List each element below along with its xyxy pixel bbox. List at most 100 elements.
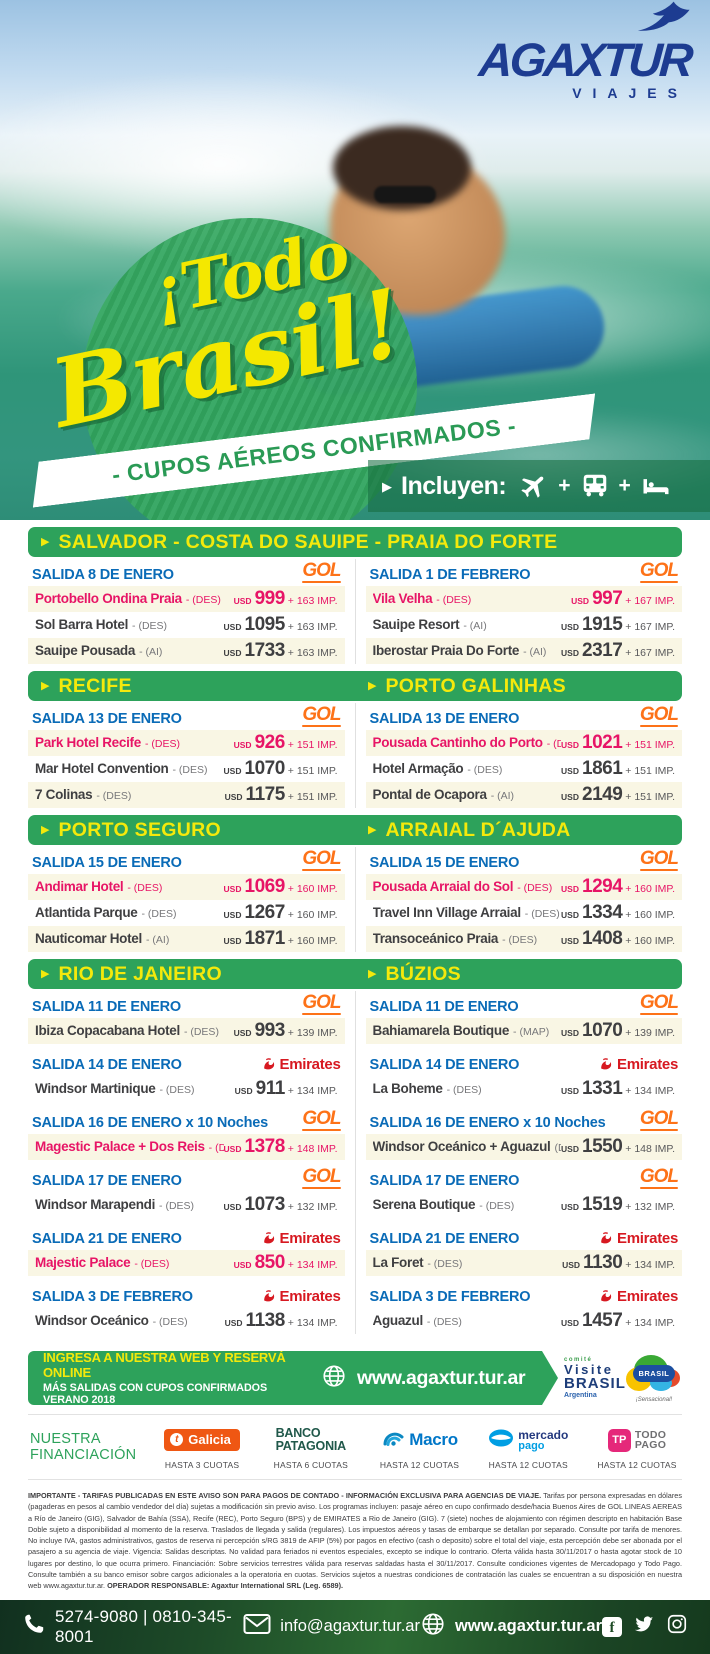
salida-label: SALIDA 14 DE ENERO bbox=[32, 1057, 182, 1073]
gol-logo-text: GOL bbox=[639, 848, 679, 869]
hotel-price: USD 1070 + 139 IMP. bbox=[561, 1020, 675, 1042]
hotel-name: Windsor Oceánico + Aguazul bbox=[372, 1139, 551, 1154]
price-tax: + 148 IMP. bbox=[625, 1143, 675, 1155]
salida-row: SALIDA 21 DE ENERO Emirates bbox=[366, 1223, 683, 1250]
emirates-logo: Emirates bbox=[263, 1230, 341, 1247]
hotel-name-wrap: Travel Inn Village Arraial - (DES) bbox=[373, 904, 560, 922]
salida-row: SALIDA 14 DE ENERO Emirates bbox=[28, 1049, 345, 1076]
footer-website: www.agaxtur.tur.ar bbox=[420, 1611, 602, 1642]
price-tax: + 160 IMP. bbox=[625, 909, 675, 921]
gol-logo-underline bbox=[302, 1187, 341, 1189]
departure-block: SALIDA 17 DE ENERO GOL Windsor Marapendi - … bbox=[28, 1165, 345, 1218]
gol-logo-text: GOL bbox=[302, 560, 341, 581]
price-tax: + 160 IMP. bbox=[287, 883, 338, 895]
currency-label: USD bbox=[223, 1202, 242, 1212]
price-tax: + 134 IMP. bbox=[625, 1317, 675, 1329]
price-amount: 1175 bbox=[245, 784, 286, 805]
departure-block: SALIDA 8 DE ENERO GOL Portobello Ondina Pr… bbox=[28, 559, 345, 664]
gol-logo: GOL bbox=[302, 1109, 342, 1131]
hotel-plan: - (DES) bbox=[208, 1142, 224, 1154]
hotel-name: Pousada Cantinho do Porto bbox=[372, 735, 544, 750]
hotel-row: Magestic Palace + Dos Reis- (DES)USD1378… bbox=[28, 1134, 345, 1160]
departure-block: SALIDA 15 DE ENERO GOL Andimar Hotel - (DES… bbox=[28, 847, 345, 952]
price-amount: 911 bbox=[255, 1078, 286, 1099]
price-amount: 1733 bbox=[244, 640, 286, 661]
hotel-name: Sol Barra Hotel bbox=[35, 617, 129, 632]
gol-logo: GOL bbox=[639, 992, 679, 1015]
salida-row: SALIDA 16 DE ENERO x 10 Noches GOL bbox=[28, 1107, 345, 1134]
hotel-name: Mar Hotel Convention bbox=[35, 761, 169, 776]
partner-banco-patagonia: BANCO PATAGONIA HASTA 6 CUOTAS bbox=[268, 1426, 354, 1470]
section-header-porto-seguro-arraial: ▶ PORTO SEGURO ▶ ARRAIAL D´AJUDA bbox=[28, 815, 682, 845]
gol-logo-text: GOL bbox=[639, 992, 679, 1013]
hotel-plan: - (MAP) bbox=[513, 1026, 550, 1038]
hotel-price: USD 1331 + 134 IMP. bbox=[561, 1078, 675, 1100]
hotel-name: 7 Colinas bbox=[35, 787, 93, 802]
facebook-icon[interactable]: f bbox=[602, 1616, 622, 1637]
hotel-plan: - (DES) bbox=[502, 934, 538, 946]
triangle-icon: ▶ bbox=[41, 967, 50, 980]
twitter-icon[interactable] bbox=[633, 1613, 655, 1640]
hotel-row: Aguazul - (DES) USD 1457 + 134 IMP. bbox=[366, 1308, 683, 1334]
hotel-price: USD 1294 + 160 IMP. bbox=[561, 876, 675, 898]
hotel-name: Bahiamarela Boutique bbox=[372, 1023, 510, 1038]
price-amount: 1070 bbox=[244, 758, 286, 779]
hotel-name-wrap: Pousada Arraial do Sol - (DES) bbox=[373, 878, 553, 896]
departure-block: SALIDA 21 DE ENERO Emirates La Foret - (DES… bbox=[365, 1223, 683, 1276]
footer-email-address[interactable]: info@agaxtur.tur.ar bbox=[280, 1617, 420, 1636]
hotel-name-wrap: Vila Velha - (DES) bbox=[373, 590, 472, 608]
visite-line2: Visite bbox=[564, 1362, 614, 1377]
price-amount: 1130 bbox=[583, 1252, 623, 1273]
departure-block: SALIDA 14 DE ENERO Emirates La Boheme - (DE… bbox=[366, 1049, 683, 1102]
salida-label: SALIDA 13 DE ENERO bbox=[369, 711, 520, 727]
bus-icon bbox=[580, 471, 610, 501]
photo-sunglasses bbox=[374, 186, 436, 203]
hotel-name-wrap: Andimar Hotel - (DES) bbox=[35, 878, 162, 896]
tp-line2: PAGO bbox=[634, 1439, 667, 1451]
section-columns: SALIDA 11 DE ENERO GOL Ibiza Copacabana Ho… bbox=[28, 991, 682, 1334]
hotel-name: Windsor Martinique bbox=[35, 1081, 156, 1096]
price-tax: + 134 IMP. bbox=[287, 1085, 338, 1097]
hotel-plan: - (AI) bbox=[490, 790, 515, 802]
hotel-plan: - (DES) bbox=[159, 1200, 195, 1212]
hotel-price: USD 997 + 167 IMP. bbox=[571, 588, 675, 610]
financing-bar: NUESTRA FINANCIACIÓN t Galicia HASTA 3 C… bbox=[28, 1414, 682, 1480]
section-header-cell: ▶ SALVADOR - COSTA DO SAUIPE - PRAIA DO F… bbox=[28, 531, 682, 554]
agaxtur-logo: AGAXTUR VIAJES bbox=[477, 1, 692, 101]
section-recife-porto-galinhas: ▶ RECIFE ▶ PORTO GALINHAS SALIDA 13 DE ENERO… bbox=[28, 671, 682, 808]
currency-label: USD bbox=[223, 648, 242, 658]
hotel-name: Transoceánico Praia bbox=[372, 931, 499, 946]
hotel-row: Portobello Ondina Praia - (DES) USD 999 + 16… bbox=[28, 586, 345, 612]
brasil-sensacional-logo: BRASIL ¡Sensacional! bbox=[625, 1355, 682, 1403]
section-header-salvador: ▶ SALVADOR - COSTA DO SAUIPE - PRAIA DO F… bbox=[28, 527, 682, 557]
gol-logo: GOL bbox=[302, 849, 342, 871]
hotel-name: Andimar Hotel bbox=[35, 879, 124, 894]
salida-row: SALIDA 16 DE ENERO x 10 Noches GOL bbox=[366, 1107, 683, 1134]
hotel-price: USD 1175 + 151 IMP. bbox=[225, 784, 338, 806]
hotel-name: Pousada Arraial do Sol bbox=[372, 879, 514, 894]
salida-label: SALIDA 13 DE ENERO bbox=[32, 711, 182, 727]
emirates-arabic-icon bbox=[601, 1232, 612, 1244]
currency-label: USD bbox=[561, 1028, 579, 1038]
hotel-plan: - (DES) bbox=[144, 738, 180, 750]
currency-label: USD bbox=[562, 1260, 581, 1270]
partner-mercado-pago: mercado pago HASTA 12 CUOTAS bbox=[485, 1426, 571, 1471]
hotel-plan: - (DES) bbox=[96, 790, 132, 802]
hotel-price: USD 911 + 134 IMP. bbox=[235, 1078, 338, 1100]
price-tax: + 132 IMP. bbox=[625, 1201, 675, 1213]
emirates-logo-text: Emirates bbox=[617, 1288, 678, 1305]
macro-arcs-icon bbox=[381, 1428, 405, 1453]
gol-logo-text: GOL bbox=[302, 704, 341, 725]
website-url-link[interactable]: www.agaxtur.tur.ar bbox=[357, 1366, 526, 1389]
plane-icon bbox=[519, 471, 549, 501]
footer-url[interactable]: www.agaxtur.tur.ar bbox=[454, 1617, 602, 1636]
bird-icon bbox=[634, 0, 692, 41]
hotel-price: USD 1871 + 160 IMP. bbox=[224, 928, 338, 950]
hotel-plan: - (DES) bbox=[427, 1258, 463, 1270]
price-amount: 1267 bbox=[244, 902, 286, 923]
price-amount: 1378 bbox=[244, 1136, 286, 1157]
instagram-icon[interactable] bbox=[666, 1613, 688, 1640]
gol-logo-text: GOL bbox=[639, 1108, 679, 1129]
salida-row: SALIDA 11 DE ENERO GOL bbox=[28, 991, 345, 1018]
gol-logo-text: GOL bbox=[302, 992, 341, 1013]
